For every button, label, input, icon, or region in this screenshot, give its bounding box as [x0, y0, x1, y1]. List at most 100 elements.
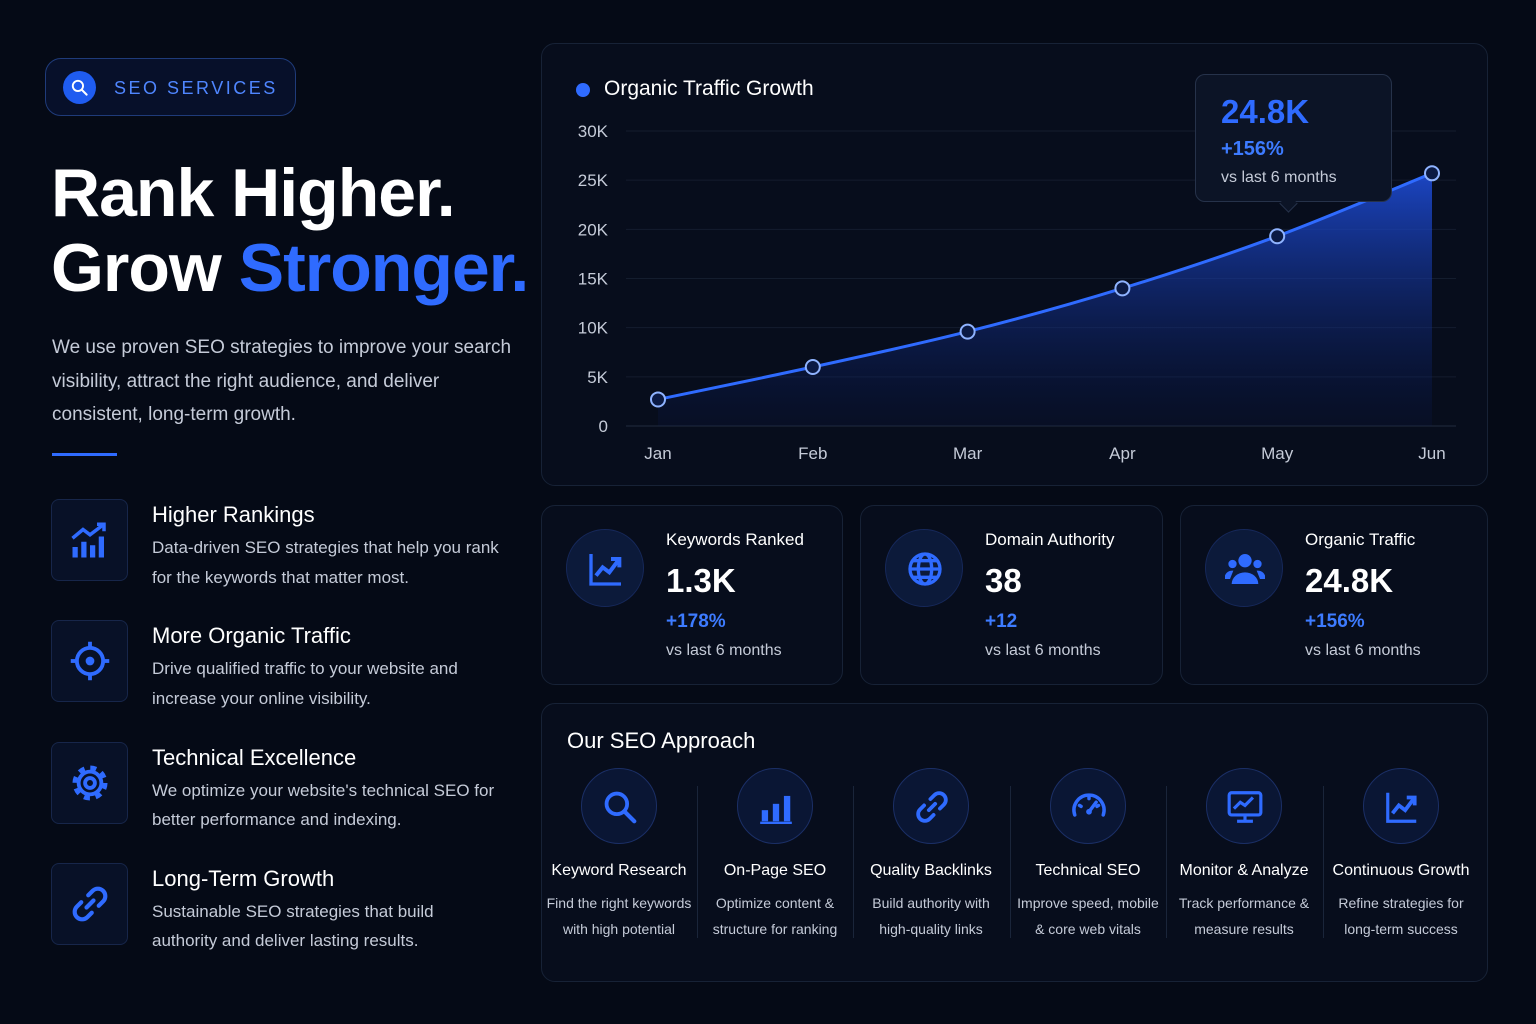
data-point: [650, 391, 666, 408]
step-title: Continuous Growth: [1332, 862, 1470, 879]
icon: [757, 788, 795, 826]
step-title: Monitor & Analyze: [1179, 862, 1309, 879]
y-tick-label: 20K: [578, 220, 609, 239]
step-title: On-Page SEO: [723, 862, 827, 879]
chart-dot: [576, 83, 590, 97]
step-icon: [1363, 768, 1439, 844]
feature-icon-box: [51, 862, 128, 945]
step-title: Keyword Research: [551, 862, 687, 879]
icon: [586, 549, 626, 589]
chart: 0 5K 10K 15K 20K 25K 30K Jan Feb Mar Apr May Jun: [578, 122, 1456, 463]
chart-panel: Organic Traffic Growth 0 5K 10K 15K 20K 25K 30…: [541, 43, 1488, 486]
approach-title: Our SEO Approach: [567, 728, 756, 753]
stat-change: +156%: [1305, 611, 1365, 632]
tooltip-change: +156%: [1221, 138, 1284, 160]
feature-icon-box: [51, 741, 128, 824]
icon: [905, 549, 945, 589]
x-tick-label: Jan: [644, 444, 671, 463]
icon: [1070, 788, 1108, 826]
y-tick-label: 30K: [578, 122, 609, 141]
stat-card: Domain Authority 38 +12 vs last 6 months: [860, 505, 1163, 685]
line: [657, 171, 1433, 401]
stat-period: vs last 6 months: [1305, 642, 1421, 659]
tooltip: 24.8K +156% vs last 6 months: [1195, 74, 1392, 213]
feature-text: Sustainable SEO strategies that build au…: [152, 901, 434, 951]
stat-label: Organic Traffic: [1305, 530, 1416, 549]
badge-text: SEO SERVICES: [114, 78, 278, 98]
hero-word: Grow: [51, 230, 222, 306]
x-tick-label: Jun: [1418, 444, 1445, 463]
hero-accent: Stronger.: [238, 230, 529, 306]
stat-label: Domain Authority: [985, 530, 1115, 549]
step-divider: [697, 786, 698, 938]
approach-step: Keyword Research Find the right keywords …: [541, 768, 697, 942]
data-point: [1424, 165, 1440, 182]
approach-step: Continuous Growth Refine strategies for l…: [1323, 768, 1479, 942]
chart-title: Organic Traffic Growth: [604, 77, 814, 100]
y-tick-label: 0: [599, 417, 608, 436]
step-text: Find the right keywords with high potent…: [546, 895, 692, 937]
stat-icon: [885, 529, 963, 607]
data-point: [1114, 280, 1131, 297]
step-icon: [1206, 768, 1282, 844]
stat-change: +178%: [666, 611, 726, 632]
y-tick-label: 5K: [587, 368, 608, 387]
step-text: Track performance & measure results: [1178, 895, 1310, 937]
feature-icon-box: [51, 499, 128, 581]
approach-step: Quality Backlinks Build authority with hi…: [853, 768, 1009, 942]
x-tick-label: Mar: [953, 444, 983, 463]
feature-text: Data-driven SEO strategies that help you…: [152, 538, 499, 587]
stat-label: Keywords Ranked: [666, 530, 804, 549]
feature-title: More Organic Traffic: [152, 623, 351, 649]
data-point: [959, 323, 976, 340]
x-tick-label: Apr: [1109, 444, 1136, 463]
stat-value: 24.8K: [1305, 562, 1394, 599]
hero-line: Grow Stronger.: [51, 230, 529, 306]
step-divider: [1009, 786, 1011, 938]
step-text: Build authority with high-quality links: [872, 895, 990, 937]
feature-text: Drive qualified traffic to your website …: [152, 659, 458, 708]
step-icon: [737, 768, 813, 844]
icon: [1383, 788, 1421, 826]
icon: [69, 762, 111, 804]
step-icon: [1050, 768, 1126, 844]
y-tick-label: 10K: [578, 319, 609, 338]
icon: [913, 788, 951, 826]
stat-card: Keywords Ranked 1.3K +178% vs last 6 months: [541, 505, 843, 685]
icon: [1225, 549, 1265, 589]
icon: [601, 788, 639, 826]
feature-title: Higher Rankings: [152, 502, 315, 527]
x-tick-label: Feb: [798, 444, 827, 463]
step-title: Quality Backlinks: [870, 862, 992, 879]
badge-icon: [63, 71, 96, 104]
step-icon: [581, 768, 657, 844]
step-icon: [893, 768, 969, 844]
feature-icon-box: [51, 620, 128, 703]
stat-value: 38: [985, 562, 1022, 599]
x-tick-label: May: [1261, 444, 1294, 463]
step-divider: [853, 786, 854, 938]
y-tick-label: 25K: [578, 171, 609, 190]
stat-icon: [566, 529, 644, 607]
step-text: Refine strategies for long-term success: [1338, 895, 1464, 937]
feature-title: Long-Term Growth: [152, 865, 335, 891]
approach-step: On-Page SEO Optimize content & structure …: [697, 768, 853, 942]
step-divider: [1322, 786, 1324, 938]
step-title: Technical SEO: [1035, 862, 1141, 879]
approach-panel: Our SEO Approach Keyword Research Find th…: [541, 703, 1488, 982]
stat-change: +12: [985, 611, 1018, 632]
stat-period: vs last 6 months: [985, 642, 1101, 659]
tooltip-value: 24.8K: [1221, 93, 1310, 130]
stat-value: 1.3K: [666, 562, 736, 599]
tooltip-period: vs last 6 months: [1221, 169, 1337, 186]
icon: [1226, 788, 1264, 826]
icon: [69, 640, 111, 682]
badge[interactable]: SEO SERVICES: [45, 58, 296, 116]
data-point: [1269, 228, 1286, 245]
feature-text: We optimize your website's technical SEO…: [152, 780, 495, 830]
y-tick-label: 15K: [578, 270, 609, 289]
step-divider: [1166, 786, 1167, 938]
data-point: [804, 359, 821, 375]
stat-card: Organic Traffic 24.8K +156% vs last 6 month…: [1180, 505, 1488, 685]
